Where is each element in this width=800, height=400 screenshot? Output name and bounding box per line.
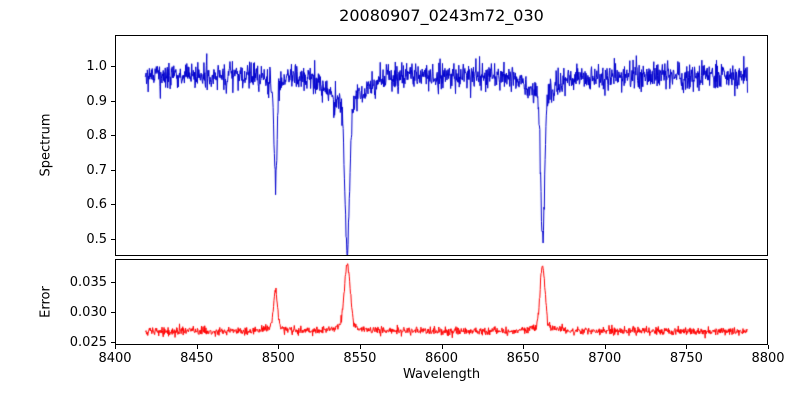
spectrum-line-canvas	[116, 36, 767, 255]
x-tick-label: 8600	[424, 351, 459, 366]
y-tick-label: 1.0	[86, 59, 107, 75]
x-tick-mark	[604, 345, 606, 349]
y-tick-mark	[111, 311, 115, 313]
x-tick-mark	[523, 345, 525, 349]
x-tick-mark	[196, 345, 198, 349]
spectrum-y-axis-label: Spectrum	[38, 113, 54, 177]
chart-title: 20080907_0243m72_030	[339, 6, 544, 25]
x-tick-label: 8450	[180, 351, 214, 366]
y-tick-mark	[111, 281, 115, 283]
x-tick-label: 8650	[506, 351, 540, 366]
y-tick-label: 0.025	[69, 334, 107, 350]
y-tick-label: 0.9	[86, 93, 107, 109]
error-plot-area	[115, 259, 768, 345]
x-tick-mark	[359, 345, 361, 349]
y-tick-mark	[111, 100, 115, 102]
x-tick-label: 8500	[261, 351, 295, 366]
y-tick-label: 0.8	[86, 128, 107, 144]
x-tick-label: 8750	[669, 351, 703, 366]
y-tick-mark	[111, 66, 115, 68]
y-tick-label: 0.7	[86, 162, 107, 178]
y-tick-label: 0.035	[69, 274, 107, 290]
x-tick-label: 8700	[588, 351, 622, 366]
spectrum-plot-area	[115, 35, 768, 256]
y-tick-mark	[111, 341, 115, 343]
x-tick-mark	[686, 345, 688, 349]
x-tick-mark	[441, 345, 443, 349]
x-tick-label: 8400	[98, 351, 132, 366]
x-tick-mark	[115, 345, 116, 349]
y-tick-mark	[111, 238, 115, 240]
y-tick-mark	[111, 204, 115, 206]
x-tick-mark	[768, 345, 769, 349]
y-tick-mark	[111, 169, 115, 171]
error-line-canvas	[116, 260, 767, 344]
x-tick-label: 8550	[343, 351, 377, 366]
x-tick-mark	[278, 345, 280, 349]
x-tick-label: 8800	[751, 351, 785, 366]
error-y-axis-label: Error	[38, 286, 54, 318]
x-axis-label: Wavelength	[402, 367, 481, 382]
y-tick-label: 0.5	[86, 231, 107, 247]
y-tick-label: 0.6	[86, 197, 107, 213]
y-tick-label: 0.030	[69, 304, 107, 320]
y-tick-mark	[111, 135, 115, 137]
